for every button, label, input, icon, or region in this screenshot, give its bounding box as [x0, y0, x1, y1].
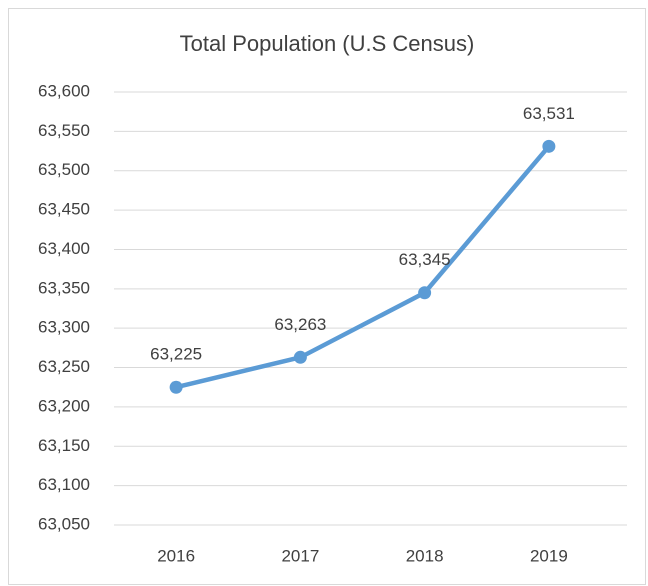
- y-tick-label: 63,100: [38, 475, 90, 494]
- series-line: [175, 144, 551, 390]
- x-tick-label: 2016: [157, 546, 195, 565]
- y-tick-label: 63,050: [38, 514, 90, 533]
- y-tick-label: 63,150: [38, 436, 90, 455]
- chart-border: [8, 8, 646, 585]
- y-tick-label: 63,450: [38, 200, 90, 219]
- x-tick-label: 2018: [406, 546, 444, 565]
- data-point: [418, 286, 432, 300]
- data-label: 63,225: [150, 345, 202, 364]
- y-tick-label: 63,300: [38, 318, 90, 337]
- data-point: [542, 139, 556, 153]
- y-tick-label: 63,350: [38, 278, 90, 297]
- data-label: 63,531: [523, 104, 575, 123]
- x-tick-label: 2017: [281, 546, 319, 565]
- y-tick-label: 63,400: [38, 239, 90, 258]
- y-tick-label: 63,600: [38, 81, 90, 100]
- x-tick-label: 2019: [530, 546, 568, 565]
- data-point: [293, 350, 307, 364]
- data-point: [169, 380, 183, 394]
- data-label: 63,263: [274, 315, 326, 334]
- y-tick-label: 63,500: [38, 160, 90, 179]
- y-tick-label: 63,200: [38, 396, 90, 415]
- y-tick-label: 63,250: [38, 357, 90, 376]
- y-tick-label: 63,550: [38, 121, 90, 140]
- chart-title: Total Population (U.S Census): [180, 31, 475, 56]
- data-label: 63,345: [399, 250, 451, 269]
